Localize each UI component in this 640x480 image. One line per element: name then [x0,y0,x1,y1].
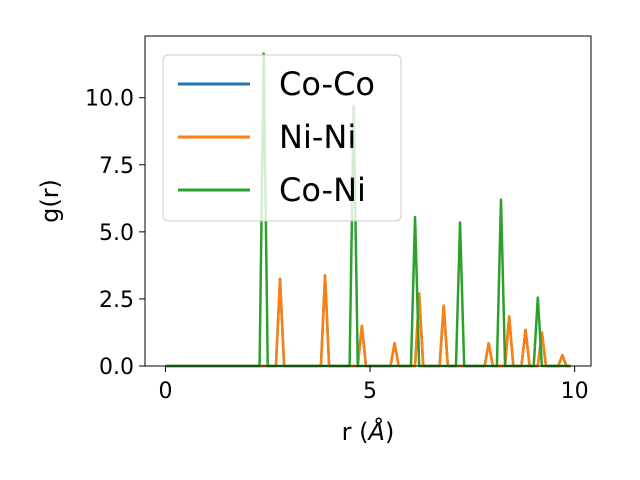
x-tick-label: 10 [561,379,589,404]
x-axis-label: r (Å) [342,417,395,446]
x-axis: 0 5 10 [158,366,589,404]
legend-frame [162,54,402,222]
y-axis: 0.0 2.5 5.0 7.5 10.0 [85,87,145,380]
x-tick-label: 5 [363,379,377,404]
series-line-ni-ni [165,274,571,368]
y-axis-label: g(r) [36,179,64,223]
y-tick-label: 7.5 [99,154,134,179]
legend-label-ni-ni: Ni-Ni [279,118,356,156]
legend-label-co-ni: Co-Ni [279,171,366,209]
y-tick-label: 2.5 [99,288,134,313]
plot-frame [144,35,592,367]
legend: Co-Co Ni-Ni Co-Ni [162,54,402,222]
x-tick-label: 0 [158,379,172,404]
y-tick-label: 10.0 [85,87,134,112]
y-tick-label: 5.0 [99,221,134,246]
legend-label-co-co: Co-Co [279,65,375,103]
y-tick-label: 0.0 [99,355,134,380]
